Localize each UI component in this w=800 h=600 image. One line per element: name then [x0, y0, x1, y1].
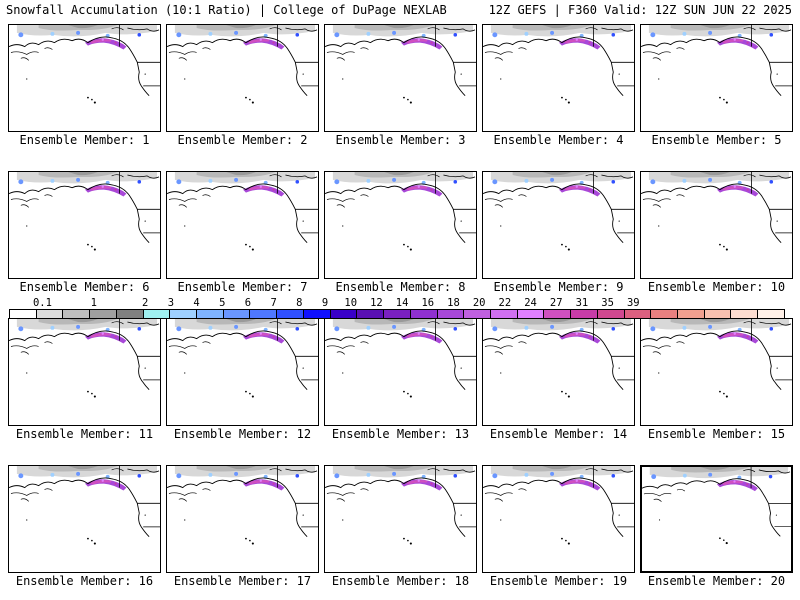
legend-swatch [36, 310, 64, 318]
ensemble-member-label: Ensemble Member: 9 [493, 280, 624, 294]
ensemble-member-map[interactable] [8, 171, 161, 279]
ensemble-member-label: Ensemble Member: 15 [647, 427, 786, 441]
ensemble-member-map[interactable] [8, 318, 161, 426]
legend-swatch [384, 310, 411, 318]
legend-swatch [544, 310, 572, 318]
legend-swatch [116, 310, 144, 318]
ensemble-member-label: Ensemble Member: 4 [493, 133, 624, 147]
legend-tick-label: 27 [549, 297, 563, 309]
legend-swatch [624, 310, 652, 318]
ensemble-member-map[interactable] [8, 24, 161, 132]
ensemble-member-label: Ensemble Member: 20 [647, 574, 786, 588]
ensemble-member-label: Ensemble Member: 8 [335, 280, 466, 294]
legend-tick-label: 8 [296, 297, 303, 309]
ensemble-member-label: Ensemble Member: 13 [331, 427, 470, 441]
legend-swatch [597, 310, 625, 318]
ensemble-member-label: Ensemble Member: 14 [489, 427, 628, 441]
legend-swatch [517, 310, 545, 318]
ensemble-member-map[interactable] [640, 318, 793, 426]
ensemble-member-label: Ensemble Member: 1 [19, 133, 150, 147]
ensemble-member-label: Ensemble Member: 10 [647, 280, 786, 294]
legend-tick-label: 31 [575, 297, 589, 309]
ensemble-member-map[interactable] [324, 465, 477, 573]
ensemble-member-map[interactable] [324, 171, 477, 279]
legend-swatch [651, 310, 678, 318]
legend-tick-label: 18 [447, 297, 460, 309]
ensemble-member-map[interactable] [324, 318, 477, 426]
legend-swatch [90, 310, 117, 318]
ensemble-member-map[interactable] [166, 465, 319, 573]
ensemble-member-map[interactable] [482, 24, 635, 132]
ensemble-member-label: Ensemble Member: 19 [489, 574, 628, 588]
legend-swatch [170, 310, 198, 318]
legend-swatch [704, 310, 732, 318]
legend-swatch [303, 310, 331, 318]
legend-swatch [330, 310, 358, 318]
legend-tick-label: 10 [344, 297, 358, 309]
ensemble-member-map[interactable] [482, 318, 635, 426]
legend-tick-label: 4 [193, 297, 200, 309]
legend-tick-label: 12 [370, 297, 383, 309]
ensemble-member-map[interactable] [640, 171, 793, 279]
legend-swatch [437, 310, 465, 318]
ensemble-member-map[interactable] [482, 465, 635, 573]
legend-tick-label: 16 [421, 297, 435, 309]
legend-swatch [571, 310, 598, 318]
legend-tick-label: 14 [395, 297, 409, 309]
legend-tick-label: 39 [626, 297, 640, 309]
map-title: Snowfall Accumulation (10:1 Ratio) | Col… [6, 3, 447, 17]
run-valid-time: 12Z GEFS | F360 Valid: 12Z SUN JUN 22 20… [488, 3, 792, 17]
legend-tick-label: 24 [524, 297, 537, 309]
legend-swatch [677, 310, 705, 318]
legend-tick-label: 5 [219, 297, 226, 309]
legend-tick-labels: 0.1 1 2 3 4 5 6 7 8 9 10 12 14 16 18 20 22 24 27 31 35 39 [9, 297, 785, 309]
ensemble-member-map[interactable] [166, 24, 319, 132]
legend-tick-label: 0.1 [32, 297, 52, 309]
ensemble-member-map[interactable] [166, 171, 319, 279]
legend-tick-label: 6 [244, 297, 252, 309]
ensemble-member-map[interactable] [482, 171, 635, 279]
legend-swatch [357, 310, 385, 318]
ensemble-member-label: Ensemble Member: 12 [173, 427, 312, 441]
legend-tick-label: 3 [167, 297, 175, 309]
ensemble-member-map[interactable] [640, 24, 793, 132]
ensemble-member-label: Ensemble Member: 11 [15, 427, 154, 441]
legend-swatch [63, 310, 91, 318]
legend-swatch [277, 310, 304, 318]
legend-tick-label: 35 [601, 297, 614, 309]
legend-swatch [250, 310, 278, 318]
ensemble-member-label: Ensemble Member: 17 [173, 574, 312, 588]
ensemble-member-map[interactable] [324, 24, 477, 132]
legend-swatch [731, 310, 759, 318]
legend-tick-label: 22 [498, 297, 512, 309]
ensemble-member-label: Ensemble Member: 18 [331, 574, 470, 588]
legend-swatch [758, 310, 784, 318]
legend-tick-label: 7 [270, 297, 277, 309]
snowfall-color-legend: 0.1 1 2 3 4 5 6 7 8 9 10 12 14 16 18 20 22 24 27 31 35 39 [9, 297, 785, 319]
ensemble-member-map[interactable] [640, 465, 793, 573]
ensemble-member-label: Ensemble Member: 7 [177, 280, 308, 294]
legend-swatch [223, 310, 251, 318]
legend-tick-label: 1 [90, 297, 97, 309]
ensemble-member-label: Ensemble Member: 5 [651, 133, 782, 147]
ensemble-member-label: Ensemble Member: 16 [15, 574, 154, 588]
ensemble-member-label: Ensemble Member: 3 [335, 133, 466, 147]
legend-swatch [197, 310, 224, 318]
ensemble-member-map[interactable] [166, 318, 319, 426]
ensemble-member-map[interactable] [8, 465, 161, 573]
legend-swatch [464, 310, 491, 318]
legend-tick-label: 20 [472, 297, 486, 309]
legend-swatch [143, 310, 171, 318]
legend-tick-label: 9 [321, 297, 329, 309]
ensemble-member-label: Ensemble Member: 6 [19, 280, 150, 294]
legend-swatch [410, 310, 438, 318]
ensemble-member-label: Ensemble Member: 2 [177, 133, 308, 147]
legend-swatch [10, 310, 37, 318]
legend-tick-label: 2 [142, 297, 149, 309]
legend-color-swatches [9, 309, 785, 319]
legend-swatch [490, 310, 518, 318]
